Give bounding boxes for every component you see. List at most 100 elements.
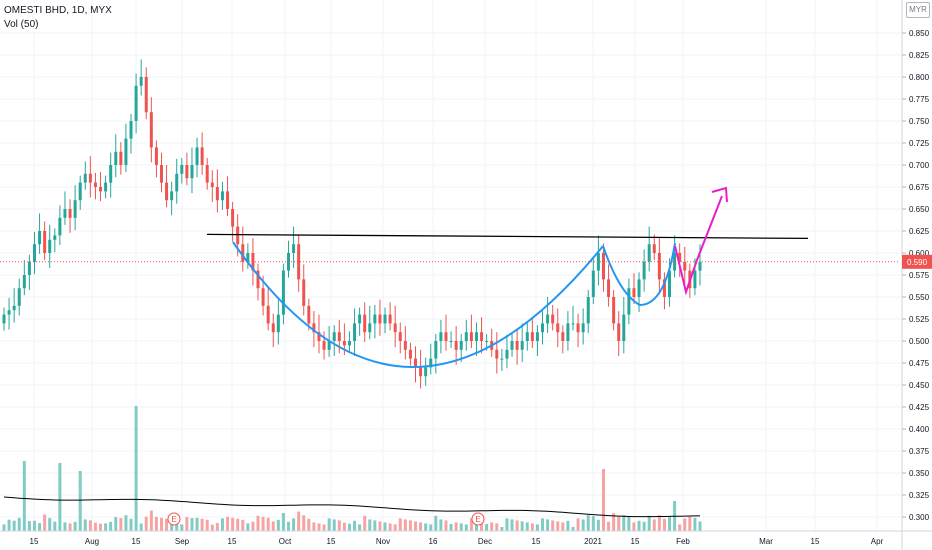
candle-body [32,244,36,262]
candle-body [220,191,224,201]
y-tick-label: 0.600 [909,249,930,258]
price-axis[interactable]: 0.850 0.825 0.800 0.775 0.750 0.725 0.700 0.675… [901,0,932,550]
candle-body [368,323,372,333]
candle-body [58,217,62,236]
volume-bar [642,521,646,531]
candle-body [434,341,438,359]
last-price-badge [902,254,932,269]
currency-badge[interactable]: MYR [906,2,930,18]
y-tick-label: 0.350 [909,469,930,478]
candle-body [469,332,473,341]
time-axis[interactable]: 15 Aug 15 Sep 15 Oct 15 Nov 16 Dec 15 2021 15 Feb Mar 1… [0,530,932,546]
volume-bar [7,519,11,531]
volume-bar [353,520,357,531]
candle-body [662,279,666,297]
y-tick-label: 0.475 [909,359,930,368]
candle-body [149,112,153,148]
x-tick-label: Feb [676,537,690,546]
volume-bar [444,520,448,531]
candle-body [535,332,539,341]
volume-bar [292,518,296,531]
candle-body [144,77,148,113]
volume-bar [520,521,524,531]
candle-body [607,279,611,297]
candle-body [363,314,367,333]
volume-bar [668,517,672,531]
volume-bar [17,517,21,531]
candle-body [165,182,169,201]
volume-bar [261,516,265,531]
volume-bar [170,522,174,531]
volume-bar [662,518,666,531]
candle-body [104,182,108,192]
volume-bar [627,516,631,531]
candle-body [561,332,565,341]
volume-label[interactable]: Vol (50) [4,19,39,30]
candle-body [586,297,590,324]
candle-body [99,187,103,192]
candle-body [93,182,97,187]
volume-bar [449,524,453,531]
volume-bar [505,518,509,531]
volume-bar [32,520,36,531]
x-tick-label: Sep [175,537,190,546]
volume-bar [83,519,87,531]
volume-bar [424,523,428,531]
volume-bar [68,523,72,531]
candle-body [124,138,128,165]
candle-body [154,147,158,165]
volume-bar [134,406,138,531]
candle-body [337,332,341,341]
volume-bar [515,520,519,531]
candle-body [581,323,585,333]
volume-bar [220,518,224,531]
drawings [0,186,900,368]
volume-bar [429,524,433,531]
x-tick-label: 16 [429,537,438,546]
volume-bar [546,519,550,531]
candle-body [78,182,82,201]
volume-bar [119,518,123,531]
x-tick-label: 15 [228,537,237,546]
candle-body [292,244,296,253]
volume-bar [93,522,97,531]
candle-body [332,332,336,341]
volume-bar [607,521,611,531]
x-tick-label: 15 [132,537,141,546]
candle-body [307,305,311,324]
candle-body [200,147,204,165]
candle-body [510,341,514,350]
volume-bar [302,515,306,531]
volume-bar [617,516,621,531]
candle-body [2,314,6,324]
volume-bar [363,515,367,531]
volume-bar [383,522,387,531]
candle-body [571,323,575,325]
earnings-marker-label: E [475,515,480,524]
candle-body [530,332,534,341]
candle-body [353,323,357,341]
candle-body [22,275,26,289]
volume-bar [12,520,16,531]
volume-bar [38,523,42,531]
y-tick-label: 0.625 [909,227,930,236]
y-tick-label: 0.700 [909,161,930,170]
volume-bar [48,518,52,531]
candle-body [378,314,382,324]
volume-bar [373,520,377,531]
candle-body [281,270,285,315]
candle-body [114,151,118,165]
y-tick-label: 0.725 [909,139,930,148]
candle-body [358,314,362,324]
y-tick-label: 0.750 [909,117,930,126]
candle-body [393,323,397,333]
volume-bar [58,463,62,531]
symbol-label[interactable]: OMESTI BHD, 1D, MYX [4,5,112,16]
volume-bar [551,520,555,531]
resistance-line [206,233,809,240]
volume-bar [109,521,113,531]
volume-bar [398,518,402,531]
candle-body [231,209,235,227]
candle-body [449,341,453,342]
